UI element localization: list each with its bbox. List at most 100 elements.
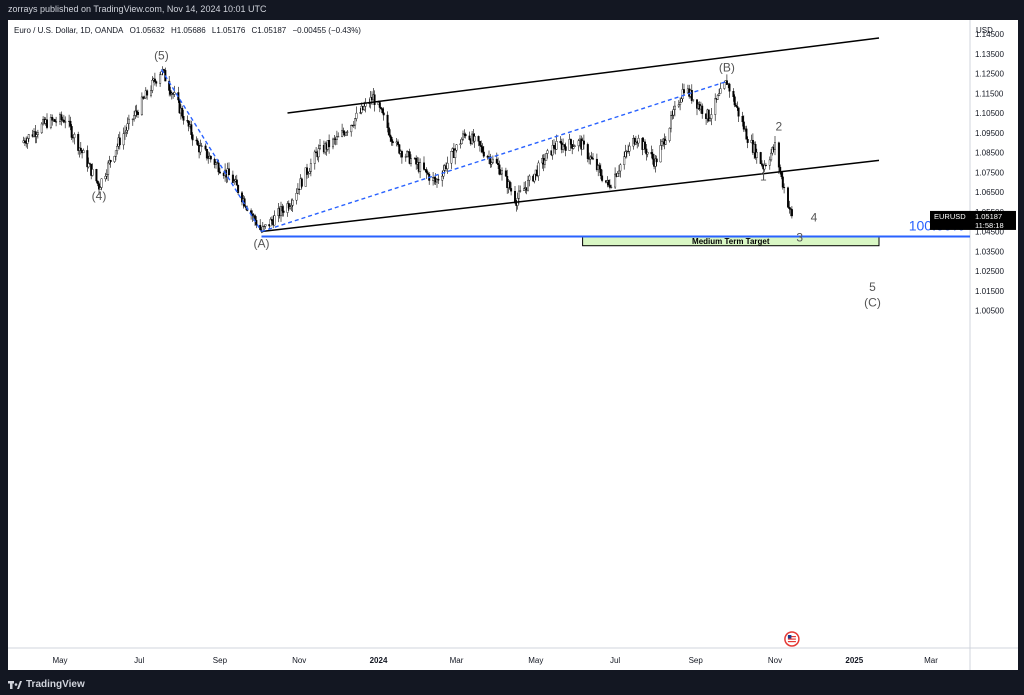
ohlc-change: −0.00455 (−0.43%) [292,26,361,35]
candle-body [191,134,194,141]
price-tick-label: 1.08500 [975,149,1004,158]
candle-body [131,118,134,120]
candle-body [227,168,230,176]
candle-body [160,71,163,75]
candle-body [601,175,604,181]
candle-body [295,192,298,201]
candle-body [200,145,203,147]
wave-projection-line[interactable] [261,80,728,233]
candle-body [707,109,710,121]
candle-body [690,89,693,101]
currency-label[interactable]: USD [976,26,993,35]
candle-body [462,133,465,140]
candle-body [771,147,774,154]
candle-body [235,179,238,186]
candle-body [107,162,110,175]
time-tick-label: Mar [450,656,464,665]
candle-body [651,153,654,160]
candle-body [218,171,221,174]
candle-body [646,152,649,155]
candle-body [135,110,138,113]
wave-label: (A) [254,237,270,251]
candle-body [510,188,513,192]
candle-body [728,83,731,92]
candle-body [82,150,85,154]
candle-body [783,187,786,189]
time-tick-label: Nov [292,656,306,665]
candle-body [543,160,546,165]
candle-body [482,151,485,157]
price-tick-label: 1.01500 [975,287,1004,296]
candle-body [27,134,30,139]
target-zone-label: Medium Term Target [692,237,770,246]
candle-body [100,178,103,188]
price-chart[interactable]: 1.14500 1.13500 1.12500 1.11500 1.10500 1.095… [8,20,1018,670]
candle-body [637,137,640,144]
candle-body [159,74,162,84]
candle-body [768,159,771,166]
candle-body [181,107,184,117]
candle-body [87,163,90,168]
candle-body [491,158,494,163]
candle-body [190,124,193,135]
candle-body [386,114,389,128]
chart-panel[interactable]: 1.14500 1.13500 1.12500 1.11500 1.10500 1.095… [8,20,1018,670]
candle-body [390,137,393,142]
candle-body [280,206,283,217]
candle-body [680,98,683,103]
candle-body [345,132,348,136]
candle-body [307,173,310,175]
candle-body [319,145,322,149]
candle-body [341,130,344,137]
us-event-flag-canton [787,635,792,639]
candle-body [572,146,575,149]
candle-body [498,164,501,175]
candle-body [79,147,82,151]
candle-body [263,225,266,228]
publisher-text: zorrays published on TradingView.com, No… [8,4,267,14]
candle-body [99,187,102,190]
candle-body [478,141,481,146]
wave-label: (B) [719,60,735,74]
candle-body [568,139,571,151]
price-tick-label: 1.04500 [975,228,1004,237]
candle-body [391,141,394,144]
candle-body [35,134,38,137]
candle-body [337,136,340,138]
candle-body [36,132,39,135]
candle-body [645,148,648,155]
candle-body [537,162,540,177]
candle-body [270,219,273,221]
price-tick-label: 1.13500 [975,50,1004,59]
lower-channel-line[interactable] [261,159,880,233]
candle-body [34,131,37,137]
candle-body [255,220,258,226]
candle-body [683,89,686,94]
candle-body [355,112,358,119]
candle-body [668,127,671,141]
candle-body [62,119,65,123]
candle-body [69,120,72,127]
wave-label: (5) [154,49,169,63]
time-tick-label: Jul [134,656,144,665]
upper-channel-line[interactable] [287,37,880,114]
candle-body [595,158,598,170]
candle-body [308,171,311,174]
candle-body [480,145,483,147]
candle-body [400,151,403,158]
candle-body [425,169,428,174]
candle-body [679,101,682,105]
candle-body [454,150,457,159]
candle-body [551,145,554,156]
candle-body [559,141,562,143]
candle-body [140,96,143,115]
candle-body [473,136,476,142]
wave-projection-line[interactable] [160,69,263,232]
time-tick-label: Jul [610,656,620,665]
candle-body [332,138,335,148]
candle-body [205,149,208,159]
candle-body [481,146,484,153]
wave-label: 5 [869,280,876,294]
time-tick-label: Sep [689,656,704,665]
candle-body [335,136,338,140]
